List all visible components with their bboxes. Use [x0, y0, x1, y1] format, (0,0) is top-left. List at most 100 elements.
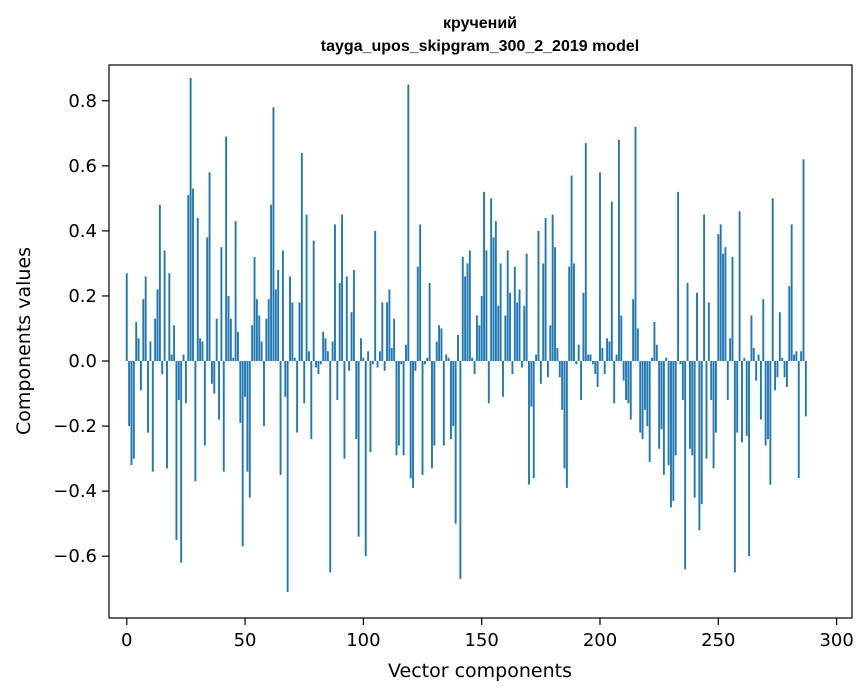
bar-215 [634, 126, 637, 362]
bar-195 [587, 354, 590, 362]
bar-1 [128, 361, 131, 427]
bar-51 [246, 361, 249, 472]
bar-131 [435, 341, 438, 362]
bar-208 [617, 139, 620, 362]
bar-212 [627, 361, 630, 404]
bar-71 [293, 357, 296, 362]
bar-172 [532, 361, 535, 479]
bar-4 [135, 321, 138, 362]
bar-58 [263, 361, 265, 427]
bar-41 [222, 361, 225, 472]
bar-126 [423, 361, 426, 365]
bar-82 [319, 361, 322, 365]
bar-27 [189, 78, 192, 362]
bar-109 [383, 361, 386, 371]
bar-69 [289, 276, 291, 362]
chart-title-line1: кручений [443, 15, 517, 32]
bar-81 [317, 361, 320, 375]
bar-157 [497, 305, 500, 362]
x-tick-label-50: 50 [234, 630, 257, 651]
bar-186 [565, 361, 568, 488]
bar-134 [442, 361, 445, 446]
x-tick-label-300: 300 [819, 630, 853, 651]
bar-175 [539, 361, 542, 384]
bar-55 [255, 299, 258, 362]
bar-88 [334, 224, 336, 362]
bar-129 [431, 361, 433, 469]
bar-147 [473, 361, 476, 375]
bar-275 [776, 361, 779, 378]
bar-106 [376, 361, 379, 368]
bar-196 [589, 354, 592, 362]
bar-141 [459, 361, 462, 579]
bar-133 [440, 328, 443, 362]
bar-193 [582, 292, 585, 362]
bar-240 [693, 361, 696, 498]
bar-282 [793, 354, 795, 362]
bar-77 [308, 351, 310, 362]
bar-78 [310, 361, 313, 440]
bar-153 [487, 361, 490, 404]
bar-74 [300, 152, 303, 362]
bar-42 [225, 136, 228, 362]
bar-279 [785, 361, 788, 388]
bar-112 [390, 348, 393, 362]
bar-223 [653, 321, 656, 362]
bar-117 [402, 361, 405, 456]
bar-47 [237, 331, 239, 362]
bar-57 [260, 341, 263, 362]
bar-79 [312, 240, 315, 362]
bar-194 [584, 143, 587, 362]
bar-5 [137, 338, 140, 362]
bar-156 [494, 221, 497, 362]
bar-137 [449, 361, 452, 440]
y-tick-label-0: 0.0 [68, 351, 97, 372]
bar-219 [644, 361, 646, 410]
bar-146 [471, 357, 474, 362]
bar-68 [286, 361, 289, 592]
bar-265 [752, 348, 755, 362]
bar-266 [755, 361, 758, 381]
bar-237 [686, 282, 689, 362]
bar-232 [674, 361, 677, 456]
bar-224 [655, 344, 658, 362]
x-tick-label-0: 0 [121, 630, 132, 651]
bar-17 [166, 361, 168, 469]
bar-272 [769, 361, 772, 485]
bar-176 [542, 263, 545, 362]
bar-18 [168, 273, 171, 362]
bar-228 [665, 357, 668, 362]
bar-281 [790, 224, 793, 362]
x-tick-label-150: 150 [465, 630, 499, 651]
x-axis-ticks: 0 50 100 150 200 250 300 [121, 618, 854, 651]
bar-214 [632, 299, 635, 362]
bar-253 [724, 247, 727, 362]
bar-260 [741, 361, 743, 443]
bar-142 [461, 256, 464, 362]
bar-90 [338, 282, 341, 362]
bar-148 [476, 315, 478, 362]
y-axis-label: Components values [13, 247, 35, 435]
plot-area-frame [108, 64, 853, 619]
bar-67 [284, 361, 287, 397]
bar-125 [421, 361, 424, 475]
bar-205 [610, 201, 613, 362]
bar-255 [729, 338, 732, 362]
bar-227 [662, 361, 665, 475]
bar-53 [251, 325, 254, 362]
x-tick-label-100: 100 [346, 630, 380, 651]
bar-52 [248, 361, 251, 498]
bar-series [125, 78, 807, 592]
bar-256 [731, 256, 734, 362]
bar-263 [748, 361, 751, 557]
bar-197 [591, 361, 594, 365]
bar-165 [516, 302, 519, 362]
bar-43 [227, 295, 230, 362]
bar-202 [603, 361, 606, 375]
bar-100 [362, 357, 365, 362]
bar-87 [331, 341, 334, 362]
bar-144 [466, 263, 469, 362]
bar-84 [324, 338, 327, 362]
